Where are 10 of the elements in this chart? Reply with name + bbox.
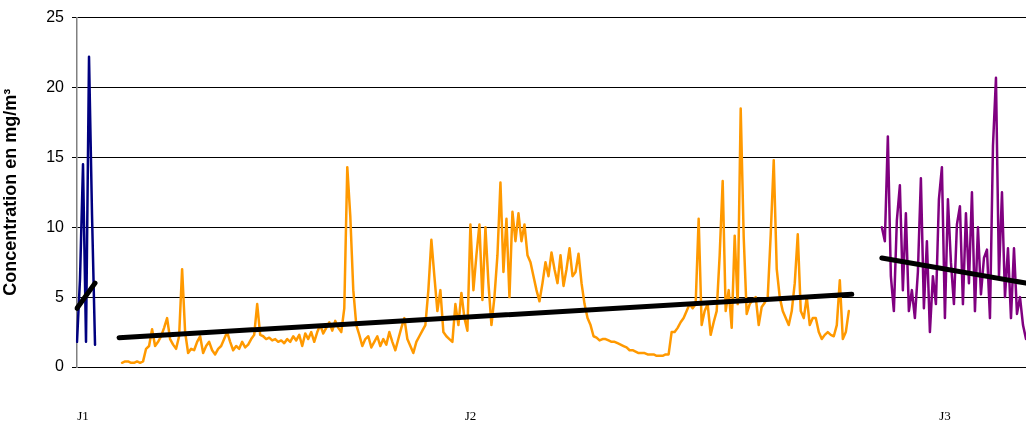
y-axis-title: Concentration en mg/m³ xyxy=(0,88,20,296)
y-tick-label: 20 xyxy=(46,77,65,95)
x-tick-label: J3 xyxy=(939,408,951,424)
x-tick-label: J1 xyxy=(77,408,89,424)
y-tick-label: 0 xyxy=(55,357,65,375)
x-tick-label: J2 xyxy=(464,408,477,424)
y-tick-label: 15 xyxy=(46,147,65,165)
y-tick-label: 5 xyxy=(55,287,65,305)
y-tick-label: 25 xyxy=(46,8,65,26)
y-tick-label: 10 xyxy=(46,217,65,235)
